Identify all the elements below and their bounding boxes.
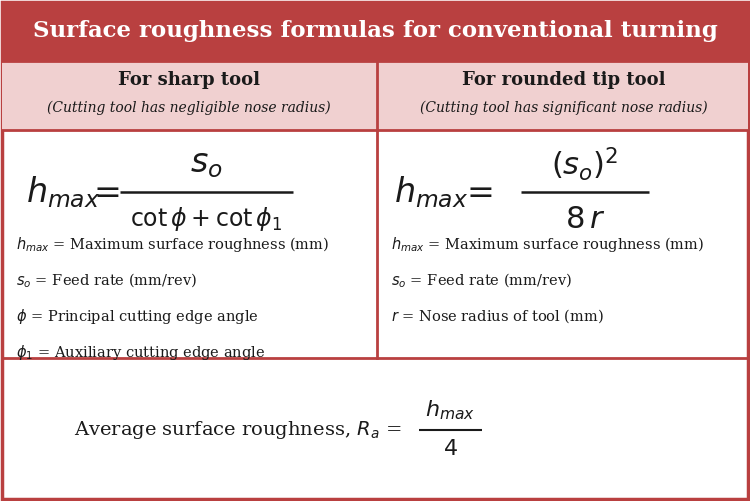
Text: $s_o$: $s_o$ xyxy=(190,148,223,180)
Bar xyxy=(2,2,748,61)
Text: $=$: $=$ xyxy=(87,176,120,208)
Text: (Cutting tool has negligible nose radius): (Cutting tool has negligible nose radius… xyxy=(46,101,331,115)
Text: $\cot\phi + \cot\phi_1$: $\cot\phi + \cot\phi_1$ xyxy=(130,205,282,233)
Text: (Cutting tool has significant nose radius): (Cutting tool has significant nose radiu… xyxy=(420,101,707,115)
Text: $8\,r$: $8\,r$ xyxy=(565,204,605,235)
Text: For rounded tip tool: For rounded tip tool xyxy=(462,71,665,89)
Text: $s_o$ = Feed rate (mm/rev): $s_o$ = Feed rate (mm/rev) xyxy=(16,271,198,290)
Text: $\phi_1$ = Auxiliary cutting edge angle: $\phi_1$ = Auxiliary cutting edge angle xyxy=(16,343,266,362)
Text: $\phi$ = Principal cutting edge angle: $\phi$ = Principal cutting edge angle xyxy=(16,307,260,326)
Text: Surface roughness formulas for conventional turning: Surface roughness formulas for conventio… xyxy=(33,21,717,42)
Text: $s_o$ = Feed rate (mm/rev): $s_o$ = Feed rate (mm/rev) xyxy=(391,271,572,290)
Text: $=$: $=$ xyxy=(460,176,493,208)
Text: For sharp tool: For sharp tool xyxy=(118,71,260,89)
Text: $h_{max}$ = Maximum surface roughness (mm): $h_{max}$ = Maximum surface roughness (m… xyxy=(16,235,330,254)
Text: $h_{max}$: $h_{max}$ xyxy=(394,174,468,209)
Text: $4$: $4$ xyxy=(442,438,458,459)
Text: $h_{max}$ = Maximum surface roughness (mm): $h_{max}$ = Maximum surface roughness (m… xyxy=(391,235,704,254)
Bar xyxy=(2,61,748,130)
Text: $h_{max}$: $h_{max}$ xyxy=(425,399,475,422)
Text: $(s_o)^2$: $(s_o)^2$ xyxy=(551,145,619,183)
Text: Average surface roughness, $R_a$ =: Average surface roughness, $R_a$ = xyxy=(74,419,401,440)
Text: $r$ = Nose radius of tool (mm): $r$ = Nose radius of tool (mm) xyxy=(391,308,604,325)
Text: $h_{max}$: $h_{max}$ xyxy=(26,174,100,209)
